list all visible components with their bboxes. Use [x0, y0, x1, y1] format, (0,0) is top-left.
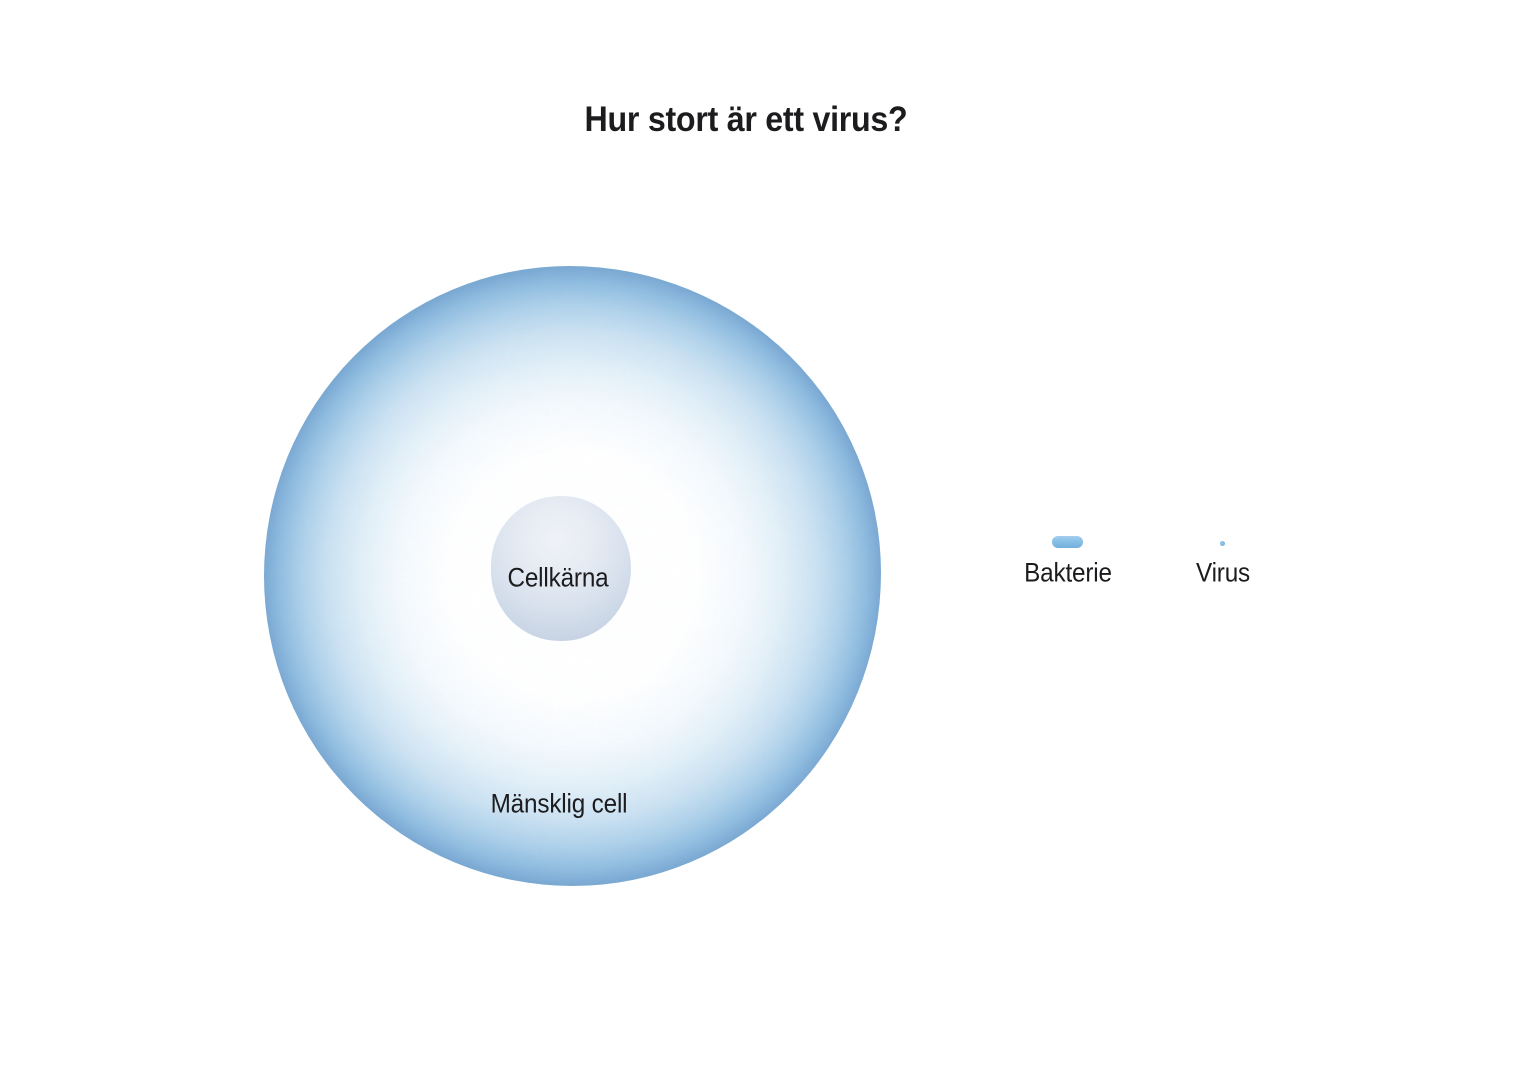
cell-nucleus-shape — [491, 496, 631, 641]
human-cell-label: Mänsklig cell — [490, 788, 628, 819]
page-title: Hur stort är ett virus? — [584, 100, 908, 139]
virus-label: Virus — [1195, 557, 1251, 588]
nucleus-label: Cellkärna — [507, 562, 609, 593]
bacterium-shape — [1052, 536, 1083, 548]
bacterium-label: Bakterie — [1024, 557, 1112, 588]
virus-shape — [1220, 541, 1225, 546]
